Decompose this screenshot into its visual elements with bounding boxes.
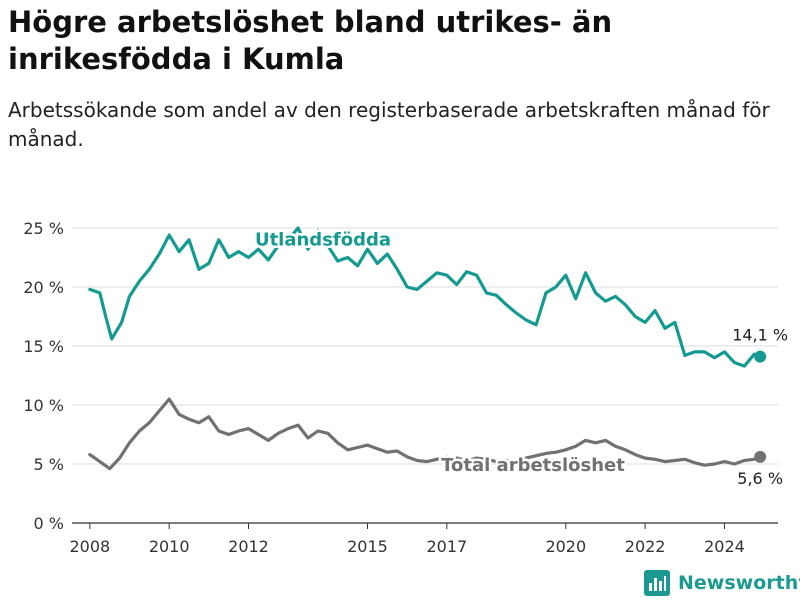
x-tick-label: 2008 [69, 537, 110, 556]
total-end-value: 5,6 % [737, 469, 783, 488]
utlandsfodda-end-value: 14,1 % [732, 326, 788, 345]
utlandsfodda-line [88, 226, 762, 368]
x-tick-label: 2020 [545, 537, 586, 556]
x-axis: 2008 2010 2012 2015 2017 2020 2022 2024 [69, 523, 745, 556]
x-tick-label: 2022 [625, 537, 666, 556]
utlandsfodda-end-point [754, 350, 767, 363]
x-tick-label: 2017 [426, 537, 467, 556]
x-tick-label: 2010 [149, 537, 190, 556]
brand-name: Newsworthy [678, 572, 800, 594]
y-axis: 0 % 5 % 10 % 15 % 20 % 25 % [23, 219, 64, 533]
series-lines [88, 226, 767, 471]
chart-subtitle: Arbetssökande som andel av den registerb… [8, 98, 770, 151]
y-tick-label: 15 % [23, 337, 64, 356]
total-line [88, 397, 762, 471]
x-tick-label: 2015 [347, 537, 388, 556]
y-tick-label: 0 % [34, 514, 64, 533]
y-tick-label: 20 % [23, 278, 64, 297]
y-tick-label: 25 % [23, 219, 64, 238]
total-end-point [754, 450, 767, 463]
x-tick-label: 2012 [228, 537, 269, 556]
total-label: Total arbetslöshet [441, 455, 625, 476]
newsworthy-icon [644, 570, 670, 596]
newsworthy-logo: Newsworthy [644, 568, 800, 598]
gridlines [72, 227, 778, 524]
chart-title: Högre arbetslöshet bland utrikes- än inr… [8, 5, 613, 76]
utlandsfodda-label: Utlandsfödda [255, 230, 391, 251]
series-labels: Utlandsfödda Total arbetslöshet 14,1 % 5,6 … [252, 227, 788, 488]
x-tick-label: 2024 [704, 537, 745, 556]
y-tick-label: 10 % [23, 396, 64, 415]
y-tick-label: 5 % [34, 455, 64, 474]
